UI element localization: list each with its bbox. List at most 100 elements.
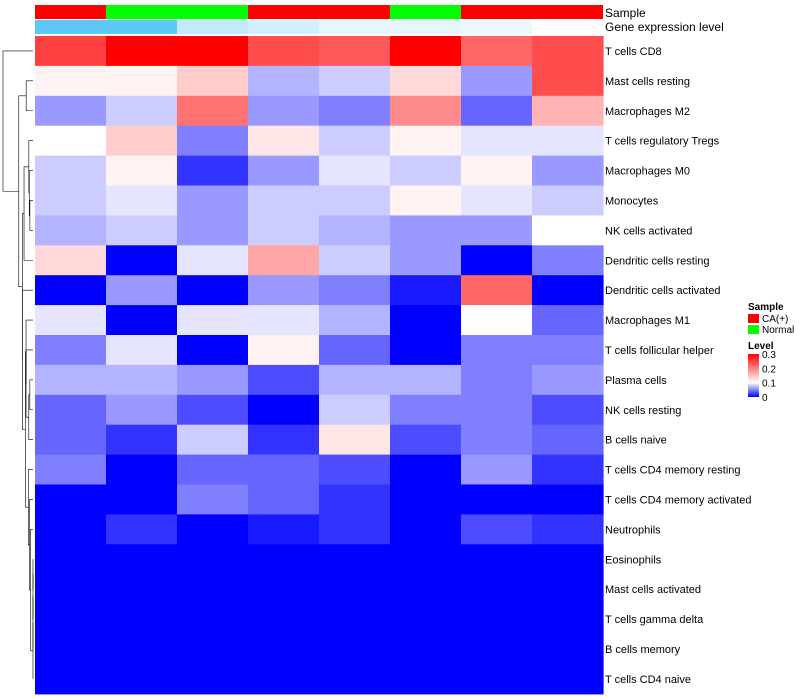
heatmap-cell [106,574,178,605]
heatmap-cell [390,634,462,665]
heatmap-cell [177,424,249,456]
heatmap-cell [461,634,533,665]
heatmap-cell [532,424,604,456]
heatmap-cell [390,454,462,486]
legend-label-ca: CA(+) [762,314,788,325]
dendrogram-branch [28,140,33,194]
heatmap-cell [319,454,391,486]
heatmap-cell [248,424,320,456]
expression-annotation-cell [319,20,390,34]
heatmap-cell [390,544,462,575]
sample-annotation-cell [390,5,461,19]
sample-annotation-cell [177,5,248,19]
heatmap-cell [532,484,604,515]
heatmap-cell [461,574,533,605]
heatmap-cell [248,335,320,366]
heatmap-cell [106,95,178,127]
expression-annotation-label: Gene expression level [605,20,724,34]
legend-level-tick: 0.1 [762,379,776,390]
heatmap-cell [35,215,107,246]
heatmap-cell [35,634,107,665]
heatmap-cell [177,36,249,67]
heatmap-cell [35,245,107,276]
dendrogram-branch [29,200,33,231]
heatmap-cell [461,245,533,276]
row-label: T cells CD4 naive [605,674,691,686]
heatmap-cell [248,245,320,276]
heatmap-cell [319,245,391,276]
row-labels: T cells CD8 Mast cells resting Macrophages… [605,46,752,686]
row-label: Plasma cells [605,375,667,387]
heatmap-cell [106,305,178,336]
heatmap-cell [106,185,178,216]
heatmap-cell [461,36,533,67]
heatmap-cell [106,454,178,486]
heatmap-cell [461,335,533,366]
legend-swatch-ca [748,314,759,323]
heatmap-cell [248,65,320,97]
heatmap-cell [461,65,533,97]
heatmap-cell [532,364,604,396]
heatmap-cell [532,36,604,67]
dendrogram-branch [30,529,33,652]
row-label: Macrophages M0 [605,166,690,178]
heatmap-cell [390,424,462,456]
expression-annotation-cell [532,20,603,34]
heatmap-cell [319,574,391,605]
heatmap-cell [35,424,107,456]
heatmap-cell [390,335,462,366]
heatmap-cell [461,424,533,456]
heatmap-cell [177,364,249,396]
heatmap-cell [532,305,604,336]
heatmap-cell [35,155,107,187]
heatmap-cell [106,155,178,187]
heatmap-cell [35,514,107,545]
legend-level-tick: 0.2 [762,364,776,375]
heatmap-cell [35,663,107,695]
heatmap-cell [248,305,320,336]
heatmap-cell [106,484,178,515]
row-label: T cells regulatory Tregs [605,136,720,148]
heatmap-cell [390,155,462,187]
row-label: T cells follicular helper [605,345,714,357]
row-label: Macrophages M1 [605,315,690,327]
dendrogram-branch [28,394,33,440]
dendrogram-branch [18,95,27,287]
heatmap-cell [319,155,391,187]
row-label: T cells CD4 memory activated [605,494,752,506]
heatmap-cell [248,484,320,515]
heatmap-cell [35,36,107,67]
heatmap-cell [461,514,533,545]
row-label: Dendritic cells activated [605,285,721,297]
expression-annotation-bar [35,20,603,34]
heatmap-cell [532,394,604,426]
heatmap-cell [461,185,533,216]
heatmap-cell [461,275,533,306]
heatmap-cell [319,335,391,366]
sample-annotation-cell [461,5,532,19]
heatmap-cell [319,484,391,515]
heatmap-cell [461,364,533,396]
dendrogram-branch [25,319,33,384]
heatmap-cell [248,604,320,635]
expression-annotation-cell [248,20,319,34]
row-label: T cells CD4 memory resting [605,465,741,477]
heatmap-cell [532,95,604,127]
row-label: Eosinophils [605,554,662,566]
heatmap-cell [461,95,533,127]
expression-annotation-cell [177,20,248,34]
heatmap-cell [106,394,178,426]
heatmap-cell [319,634,391,665]
legend-label-normal: Normal [762,325,794,336]
heatmap-cell [248,36,320,67]
heatmap-cell [35,275,107,306]
heatmap-cell [177,574,249,605]
heatmap-cell [35,125,107,157]
heatmap-cell [532,544,604,575]
heatmap-cell [532,275,604,306]
heatmap-cell [532,335,604,366]
heatmap-cell [319,394,391,426]
heatmap-cell [248,125,320,157]
legend-swatch-normal [748,325,759,334]
heatmap-cell [248,155,320,187]
